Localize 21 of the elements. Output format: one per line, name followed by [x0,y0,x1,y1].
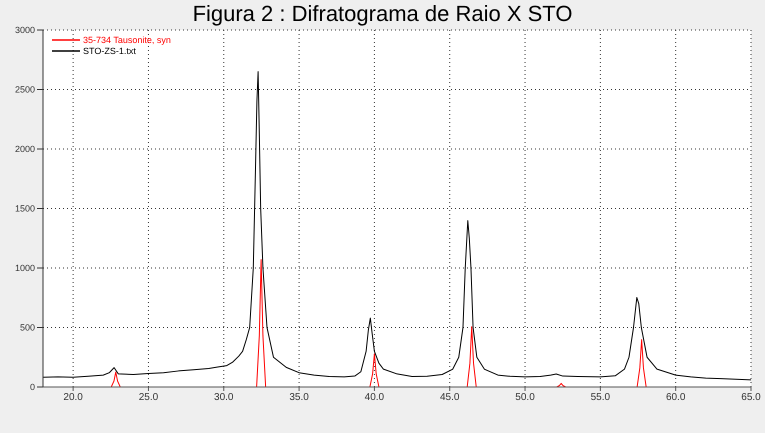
line-series [43,71,751,380]
x-tick-label: 40.0 [364,392,385,404]
y-tick-label: 1000 [14,263,35,274]
legend-label: 35-734 Tausonite, syn [83,34,171,44]
x-tick-label: 60.0 [666,392,686,404]
x-tick-label: 35.0 [289,392,310,404]
x-tick-label: 65.0 [741,392,762,404]
y-tick-label: 2500 [14,84,35,95]
x-tick-label: 55.0 [590,392,611,404]
y-tick-label: 1500 [14,204,35,214]
y-tick-label: 3000 [14,25,35,36]
x-tick-label: 25.0 [138,392,159,404]
y-tick-label: 0 [30,382,35,392]
legend-label: STO-ZS-1.txt [83,46,136,56]
x-tick-label: 20.0 [63,392,84,404]
chart-title: Figura 2 : Difratograma de Raio X STO [192,1,572,26]
x-tick-label: 50.0 [515,392,536,404]
y-tick-label: 500 [20,322,35,333]
x-tick-label: 45.0 [440,392,460,404]
y-tick-label: 2000 [14,144,35,154]
x-tick-label: 30.0 [214,392,234,404]
